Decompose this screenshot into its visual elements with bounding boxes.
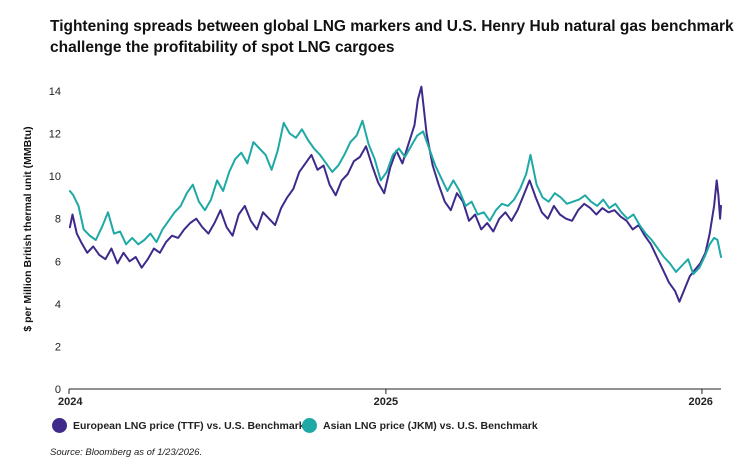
x-tick-label: 2025 — [374, 396, 398, 408]
y-tick-label: 6 — [55, 256, 61, 268]
y-tick-label: 0 — [55, 384, 61, 396]
y-axis-label: $ per Million British thermal unit (MMBt… — [22, 126, 34, 331]
x-tick-label: 2024 — [58, 396, 83, 408]
chart-title-line-1: Tightening spreads between global LNG ma… — [50, 18, 734, 35]
legend-label-jkm: Asian LNG price (JKM) vs. U.S. Benchmark — [323, 419, 538, 432]
series-line-jkm — [68, 119, 722, 276]
source-note: Source: Bloomberg as of 1/23/2026. — [50, 447, 203, 458]
x-tick-label: 2026 — [688, 396, 712, 408]
legend: European LNG price (TTF) vs. U.S. Benchm… — [52, 418, 742, 434]
legend-item-jkm: Asian LNG price (JKM) vs. U.S. Benchmark — [302, 418, 538, 433]
chart-title: Tightening spreads between global LNG ma… — [50, 16, 734, 58]
series-line-ttf — [68, 85, 722, 303]
legend-label-ttf: European LNG price (TTF) vs. U.S. Benchm… — [73, 419, 305, 432]
legend-item-ttf: European LNG price (TTF) vs. U.S. Benchm… — [52, 418, 305, 433]
y-tick-label: 4 — [55, 299, 61, 311]
y-tick-label: 12 — [49, 129, 61, 141]
x-axis: 2024 2025 2026 — [58, 388, 721, 408]
series-layer — [68, 85, 722, 303]
chart-title-line-2: challenge the profitability of spot LNG … — [50, 39, 395, 56]
legend-swatch-ttf — [52, 418, 67, 433]
y-axis: 0 2 4 6 8 10 12 14 — [49, 86, 61, 396]
y-tick-label: 14 — [49, 86, 61, 98]
y-tick-label: 2 — [55, 341, 61, 353]
y-tick-label: 10 — [49, 171, 61, 183]
legend-swatch-jkm — [302, 418, 317, 433]
y-tick-label: 8 — [55, 214, 61, 226]
